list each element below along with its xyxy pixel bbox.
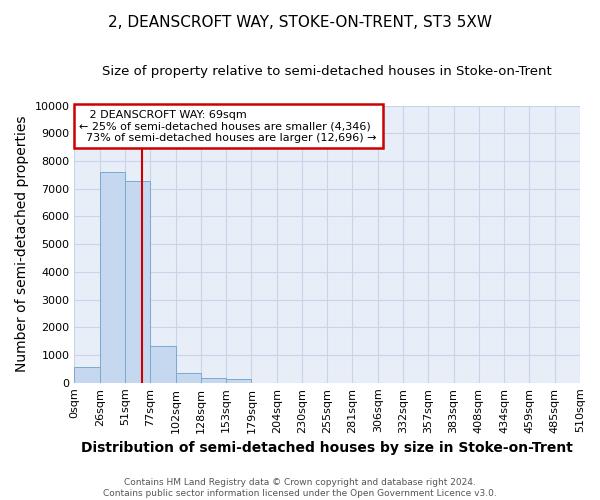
Bar — [125, 181, 150, 383]
Bar — [176, 374, 201, 383]
Bar — [201, 378, 226, 383]
Bar — [100, 172, 125, 383]
X-axis label: Distribution of semi-detached houses by size in Stoke-on-Trent: Distribution of semi-detached houses by … — [81, 441, 573, 455]
Bar — [74, 368, 100, 383]
Text: 2 DEANSCROFT WAY: 69sqm
← 25% of semi-detached houses are smaller (4,346)
  73% : 2 DEANSCROFT WAY: 69sqm ← 25% of semi-de… — [79, 110, 377, 143]
Y-axis label: Number of semi-detached properties: Number of semi-detached properties — [15, 116, 29, 372]
Bar — [150, 346, 176, 383]
Title: Size of property relative to semi-detached houses in Stoke-on-Trent: Size of property relative to semi-detach… — [103, 65, 552, 78]
Bar — [226, 380, 251, 383]
Text: 2, DEANSCROFT WAY, STOKE-ON-TRENT, ST3 5XW: 2, DEANSCROFT WAY, STOKE-ON-TRENT, ST3 5… — [108, 15, 492, 30]
Text: Contains HM Land Registry data © Crown copyright and database right 2024.
Contai: Contains HM Land Registry data © Crown c… — [103, 478, 497, 498]
